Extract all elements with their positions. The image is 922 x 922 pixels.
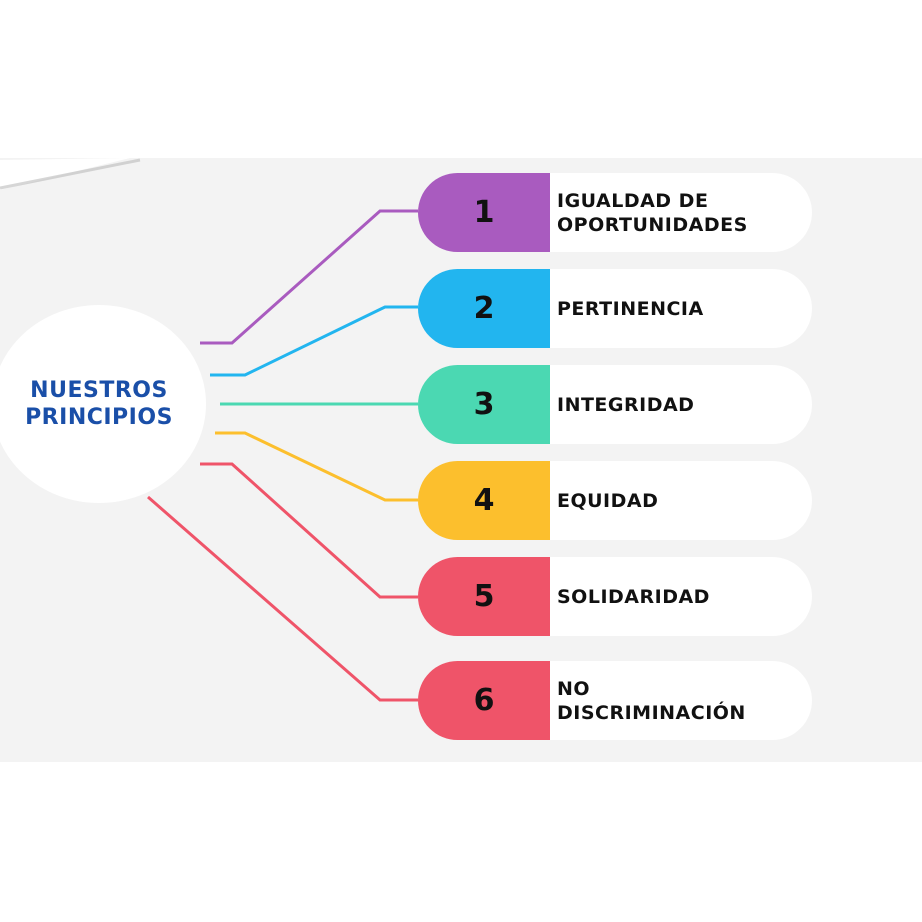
principle-label-text: SOLIDARIDAD: [557, 585, 710, 608]
principle-item: 6 NO DISCRIMINACIÓN: [418, 661, 812, 740]
principle-label: PERTINENCIA: [550, 269, 812, 348]
hub-circle: NUESTROS PRINCIPIOS: [0, 305, 206, 503]
connector-2: [210, 305, 418, 377]
principle-label: NO DISCRIMINACIÓN: [550, 661, 812, 740]
principle-number: 6: [418, 661, 550, 740]
connector-5: [200, 462, 418, 599]
principle-item: 2 PERTINENCIA: [418, 269, 812, 348]
principle-number: 5: [418, 557, 550, 636]
principle-label-text: PERTINENCIA: [557, 297, 704, 320]
principle-label: INTEGRIDAD: [550, 365, 812, 444]
principle-item: 1 IGUALDAD DE OPORTUNIDADES: [418, 173, 812, 252]
principle-number: 4: [418, 461, 550, 540]
principle-number: 2: [418, 269, 550, 348]
principle-number: 1: [418, 173, 550, 252]
principle-item: 5 SOLIDARIDAD: [418, 557, 812, 636]
principle-label-text: NO DISCRIMINACIÓN: [557, 677, 746, 724]
principle-item: 4 EQUIDAD: [418, 461, 812, 540]
principle-number: 3: [418, 365, 550, 444]
principle-label: IGUALDAD DE OPORTUNIDADES: [550, 173, 812, 252]
principle-label: EQUIDAD: [550, 461, 812, 540]
principle-label-text: INTEGRIDAD: [557, 393, 695, 416]
principle-label: SOLIDARIDAD: [550, 557, 812, 636]
principle-item: 3 INTEGRIDAD: [418, 365, 812, 444]
connector-4: [215, 431, 418, 502]
connector-6: [147, 495, 418, 702]
hub-title: NUESTROS PRINCIPIOS: [25, 378, 173, 430]
principle-label-text: EQUIDAD: [557, 489, 659, 512]
connector-1: [200, 209, 418, 345]
principle-label-text: IGUALDAD DE OPORTUNIDADES: [557, 189, 748, 236]
